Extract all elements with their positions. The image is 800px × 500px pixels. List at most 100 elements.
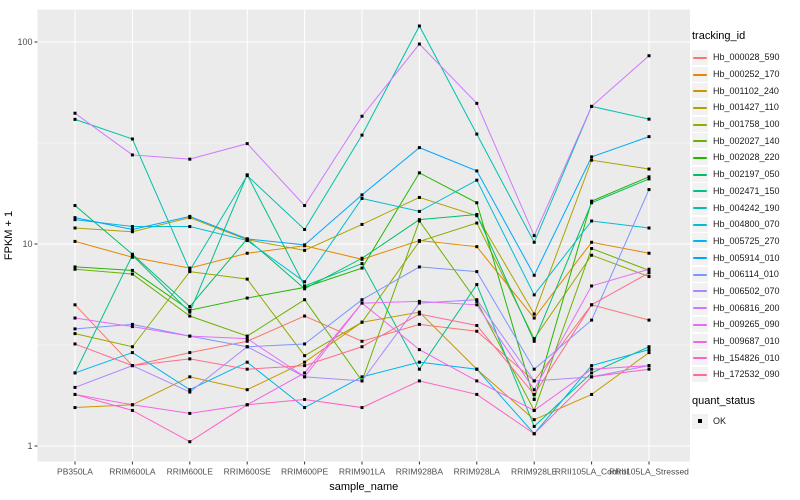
- data-point-marker: [532, 379, 536, 383]
- data-point-marker: [73, 265, 77, 269]
- data-point-marker: [475, 323, 479, 327]
- legend-item-label: Hb_002027_140: [713, 135, 780, 146]
- data-point-marker: [590, 367, 594, 371]
- data-point-marker: [130, 345, 134, 349]
- data-point-marker: [188, 225, 192, 229]
- data-point-marker: [303, 354, 307, 358]
- legend-item-label: Hb_001427_110: [713, 102, 779, 113]
- data-point-marker: [532, 418, 536, 422]
- data-point-marker: [130, 253, 134, 257]
- data-point-marker: [475, 132, 479, 136]
- data-point-marker: [73, 327, 77, 331]
- data-point-marker: [590, 392, 594, 396]
- data-point-marker: [647, 167, 651, 171]
- data-point-marker: [73, 117, 77, 121]
- y-tick-label: 1: [27, 441, 32, 451]
- legend-key-swatch: [692, 66, 708, 82]
- data-point-marker: [188, 388, 192, 392]
- data-point-marker: [475, 212, 479, 216]
- legend-item: Hb_002027_140: [692, 132, 798, 149]
- data-point-marker: [303, 406, 307, 410]
- data-point-marker: [245, 334, 249, 338]
- data-point-marker: [73, 239, 77, 243]
- data-point-marker: [360, 339, 364, 343]
- data-point-marker: [303, 287, 307, 291]
- data-point-marker: [532, 273, 536, 277]
- data-point-marker: [188, 351, 192, 355]
- data-point-marker: [188, 305, 192, 309]
- legend-item: Hb_004800_070: [692, 216, 798, 233]
- legend-item: Hb_002197_050: [692, 166, 798, 183]
- data-point-marker: [188, 157, 192, 161]
- data-point-marker: [303, 314, 307, 318]
- data-point-marker: [303, 298, 307, 302]
- data-point-marker: [590, 104, 594, 108]
- data-point-marker: [590, 375, 594, 379]
- data-point-marker: [590, 201, 594, 205]
- data-point-marker: [417, 195, 421, 199]
- data-point-marker: [647, 251, 651, 255]
- data-point-marker: [532, 392, 536, 396]
- y-axis-title: FPKM + 1: [3, 211, 15, 260]
- data-point-marker: [417, 348, 421, 352]
- data-point-marker: [647, 226, 651, 230]
- data-point-marker: [590, 253, 594, 257]
- legend-item-label: Hb_005914_010: [713, 252, 780, 263]
- data-point-marker: [417, 367, 421, 371]
- legend-key-swatch: [692, 166, 708, 182]
- data-point-marker: [417, 146, 421, 150]
- data-point-marker: [647, 271, 651, 275]
- data-point-marker: [73, 332, 77, 336]
- data-point-marker: [73, 204, 77, 208]
- legend-title: tracking_id: [692, 30, 746, 42]
- data-point-marker: [475, 270, 479, 274]
- legend-item: Hb_000252_170: [692, 66, 798, 83]
- data-point-marker: [417, 310, 421, 314]
- legend-item-label: Hb_005725_270: [713, 235, 780, 246]
- data-point-marker: [73, 216, 77, 220]
- data-point-marker: [130, 351, 134, 355]
- legend-items: Hb_000028_590 Hb_000252_170 Hb_001102_240 H…: [692, 49, 798, 383]
- data-point-marker: [245, 339, 249, 343]
- legend-item: Hb_006816_200: [692, 299, 798, 316]
- quant-key-swatch: [692, 413, 708, 429]
- legend-item-label: Hb_000028_590: [713, 52, 780, 63]
- data-point-marker: [245, 388, 249, 392]
- data-point-marker: [475, 392, 479, 396]
- data-point-marker: [647, 345, 651, 349]
- data-point-marker: [130, 227, 134, 231]
- legend-key-line: [693, 357, 707, 360]
- data-point-marker: [590, 364, 594, 368]
- x-tick-label: RRII105LA_Control: [555, 467, 629, 477]
- x-tick-label: RRIM901LA: [339, 467, 386, 477]
- data-point-marker: [303, 280, 307, 284]
- data-point-marker: [647, 267, 651, 271]
- data-point-marker: [475, 379, 479, 383]
- data-point-marker: [532, 337, 536, 341]
- data-point-marker: [130, 230, 134, 234]
- data-point-marker: [475, 303, 479, 307]
- data-point-marker: [245, 345, 249, 349]
- data-point-marker: [245, 174, 249, 178]
- x-tick-label: RRIM600LA: [109, 467, 156, 477]
- data-point-marker: [590, 284, 594, 288]
- quant-legend-title: quant_status: [692, 394, 755, 407]
- data-point-marker: [417, 265, 421, 269]
- data-point-marker: [73, 342, 77, 346]
- data-point-marker: [73, 303, 77, 307]
- legend-item: Hb_172532_090: [692, 366, 798, 383]
- data-point-marker: [245, 367, 249, 371]
- legend-item: Hb_004242_190: [692, 199, 798, 216]
- data-point-marker: [73, 218, 77, 222]
- legend-key-swatch: [692, 183, 708, 199]
- legend-key-swatch: [692, 200, 708, 216]
- legend-key-line: [693, 140, 707, 143]
- data-point-marker: [360, 262, 364, 266]
- data-point-marker: [188, 214, 192, 218]
- data-point-marker: [590, 240, 594, 244]
- data-point-marker: [417, 322, 421, 326]
- legend-key-line: [693, 240, 707, 243]
- axes: 1 10 100 PB350LA RRIM600LA RRIM600LE RRIM600SE…: [3, 37, 689, 493]
- data-point-marker: [647, 367, 651, 371]
- data-point-marker: [360, 406, 364, 410]
